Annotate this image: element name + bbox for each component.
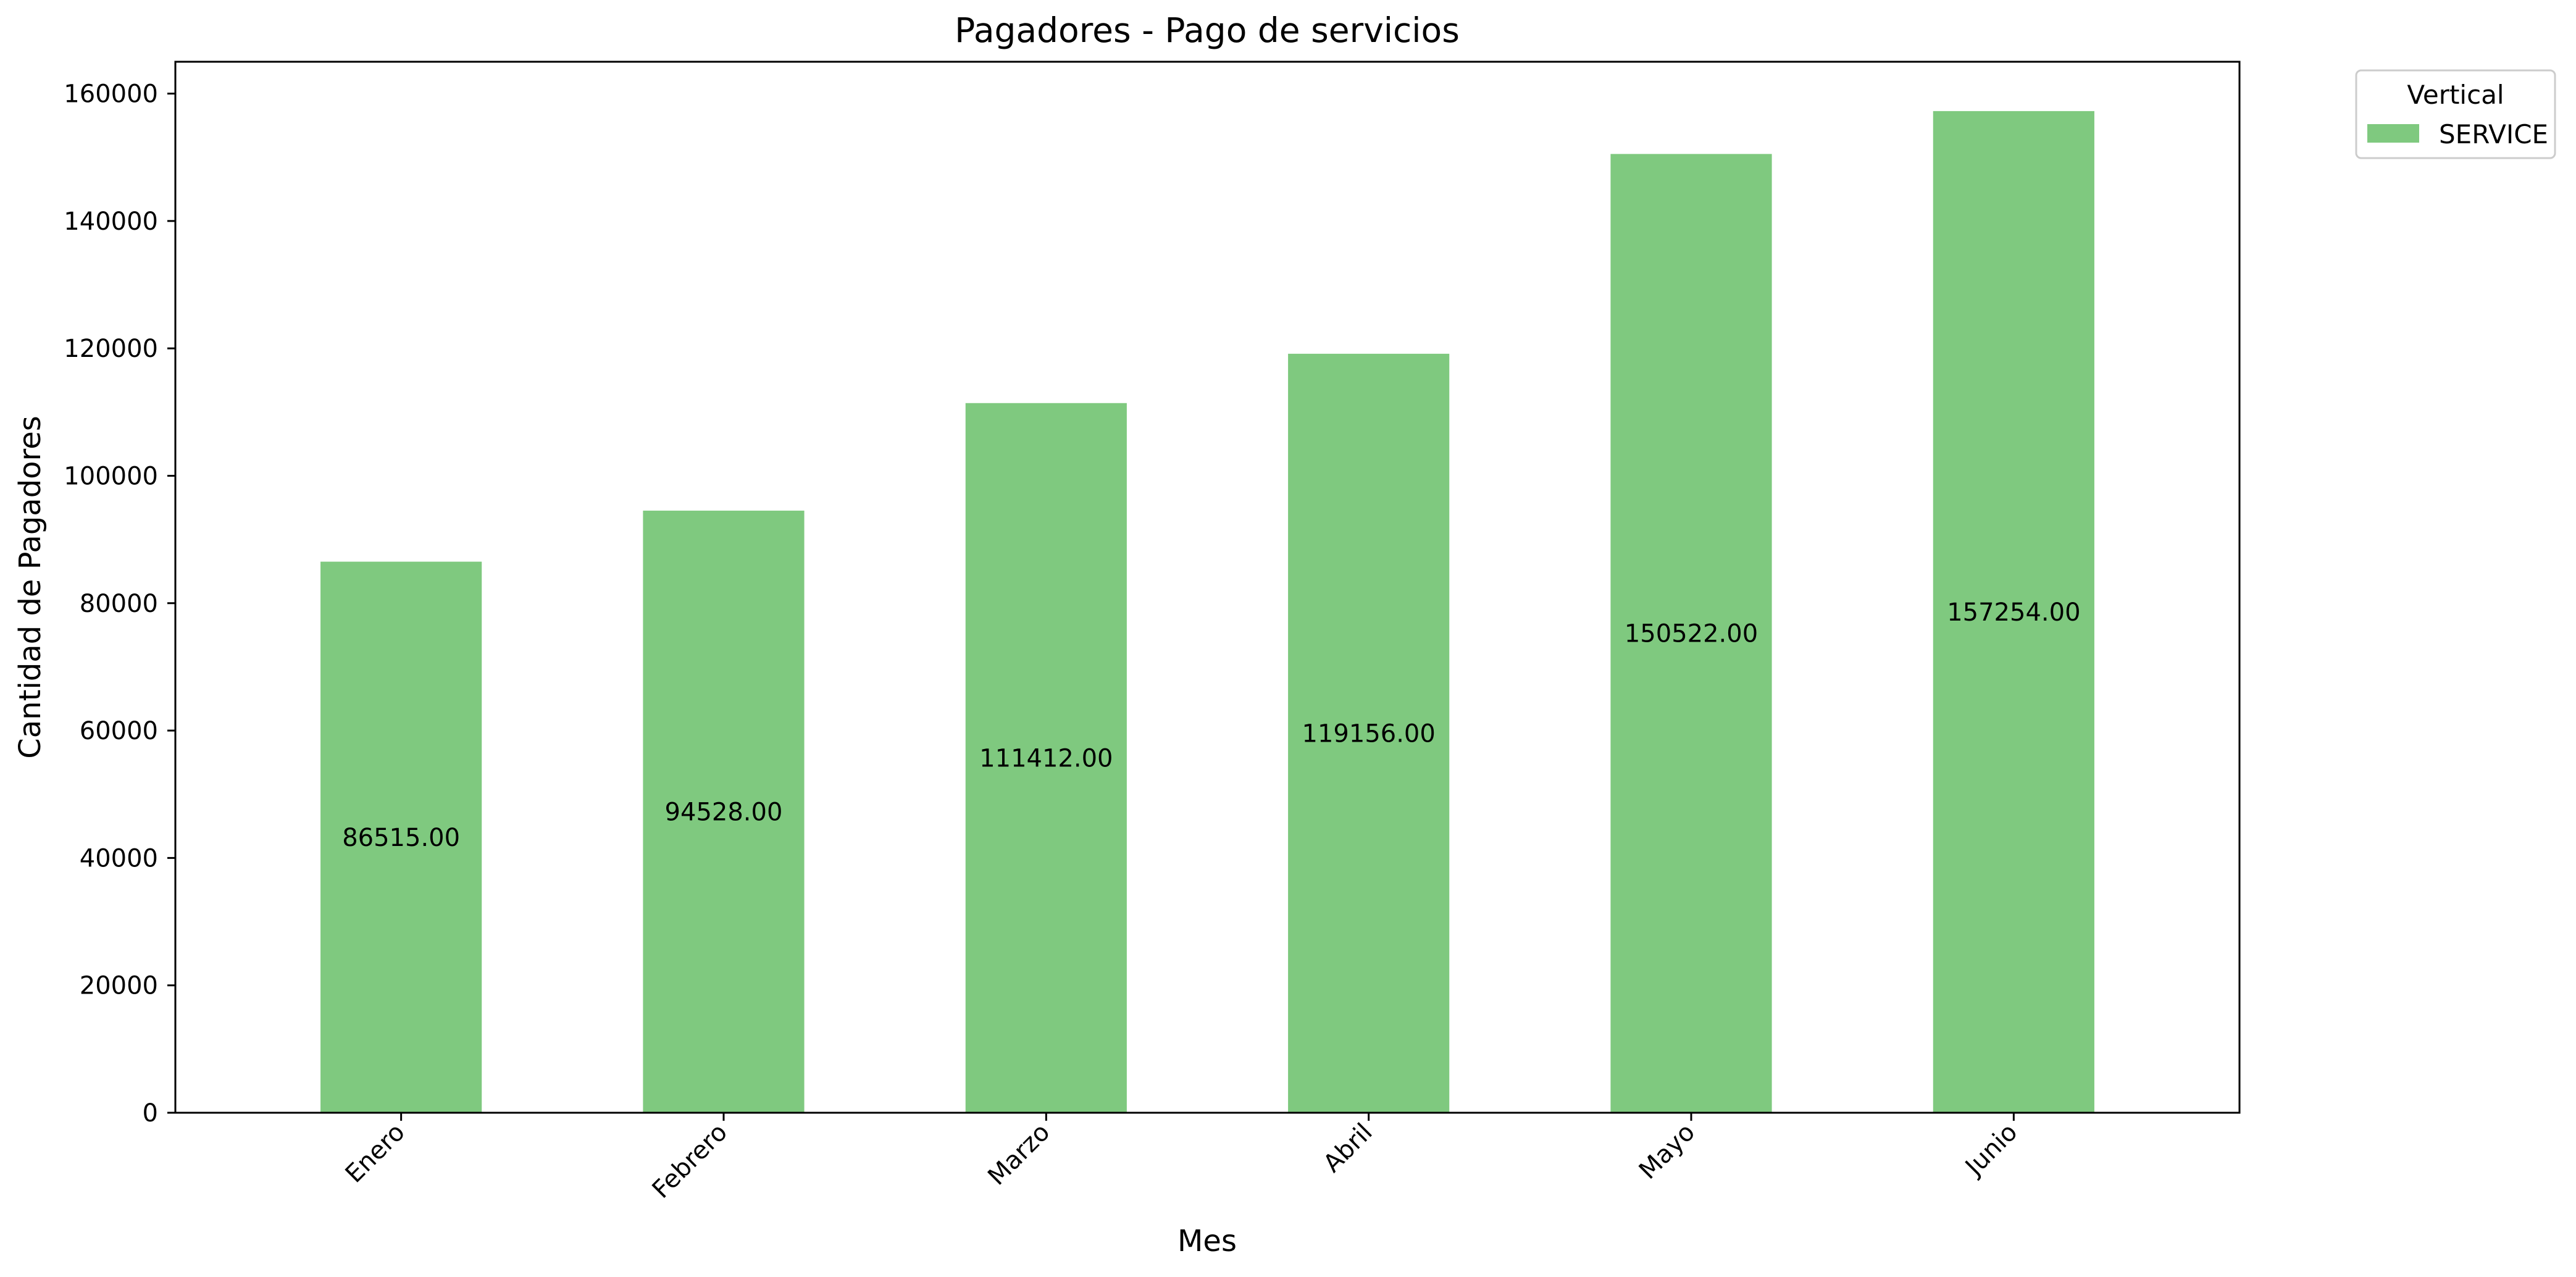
bar-marzo	[965, 403, 1127, 1113]
bars	[320, 111, 2094, 1113]
bar-junio	[1933, 111, 2094, 1113]
legend-series-label: SERVICE	[2439, 119, 2548, 149]
y-tick-label: 80000	[80, 590, 158, 618]
bar-mayo	[1610, 154, 1772, 1113]
y-tick-label: 160000	[64, 80, 158, 109]
bar-value-label: 150522.00	[1625, 620, 1758, 648]
legend: Vertical SERVICE	[2355, 69, 2556, 159]
bar-febrero	[643, 510, 805, 1113]
y-tick-label: 100000	[64, 462, 158, 490]
y-tick-label: 120000	[64, 335, 158, 363]
y-tick-label: 140000	[64, 207, 158, 236]
y-tick-label: 60000	[80, 717, 158, 745]
y-tick-label: 40000	[80, 844, 158, 873]
y-tick-label: 20000	[80, 972, 158, 1000]
bar-value-label: 119156.00	[1302, 719, 1436, 748]
x-axis-label: Mes	[1177, 1224, 1237, 1258]
bar-value-label: 86515.00	[342, 824, 460, 852]
y-tick-label: 0	[143, 1099, 158, 1128]
bar-value-label: 94528.00	[665, 798, 783, 826]
bar-value-labels: 86515.00 94528.00 111412.00 119156.00 150522…	[342, 598, 2080, 852]
y-axis-label: Cantidad de Pagadores	[13, 416, 48, 759]
plot-frame	[174, 61, 2241, 1114]
bar-value-label: 157254.00	[1947, 598, 2080, 627]
bar-abril	[1288, 353, 1450, 1113]
bar-value-label: 111412.00	[979, 744, 1113, 772]
y-axis-ticks: 0 20000 40000 60000 80000 100000 120000 140000 1…	[64, 80, 175, 1128]
bar-enero	[320, 561, 482, 1113]
chart-title: Pagadores - Pago de servicios	[955, 10, 1460, 50]
legend-swatch	[2367, 124, 2419, 143]
legend-title: Vertical	[2407, 80, 2504, 110]
